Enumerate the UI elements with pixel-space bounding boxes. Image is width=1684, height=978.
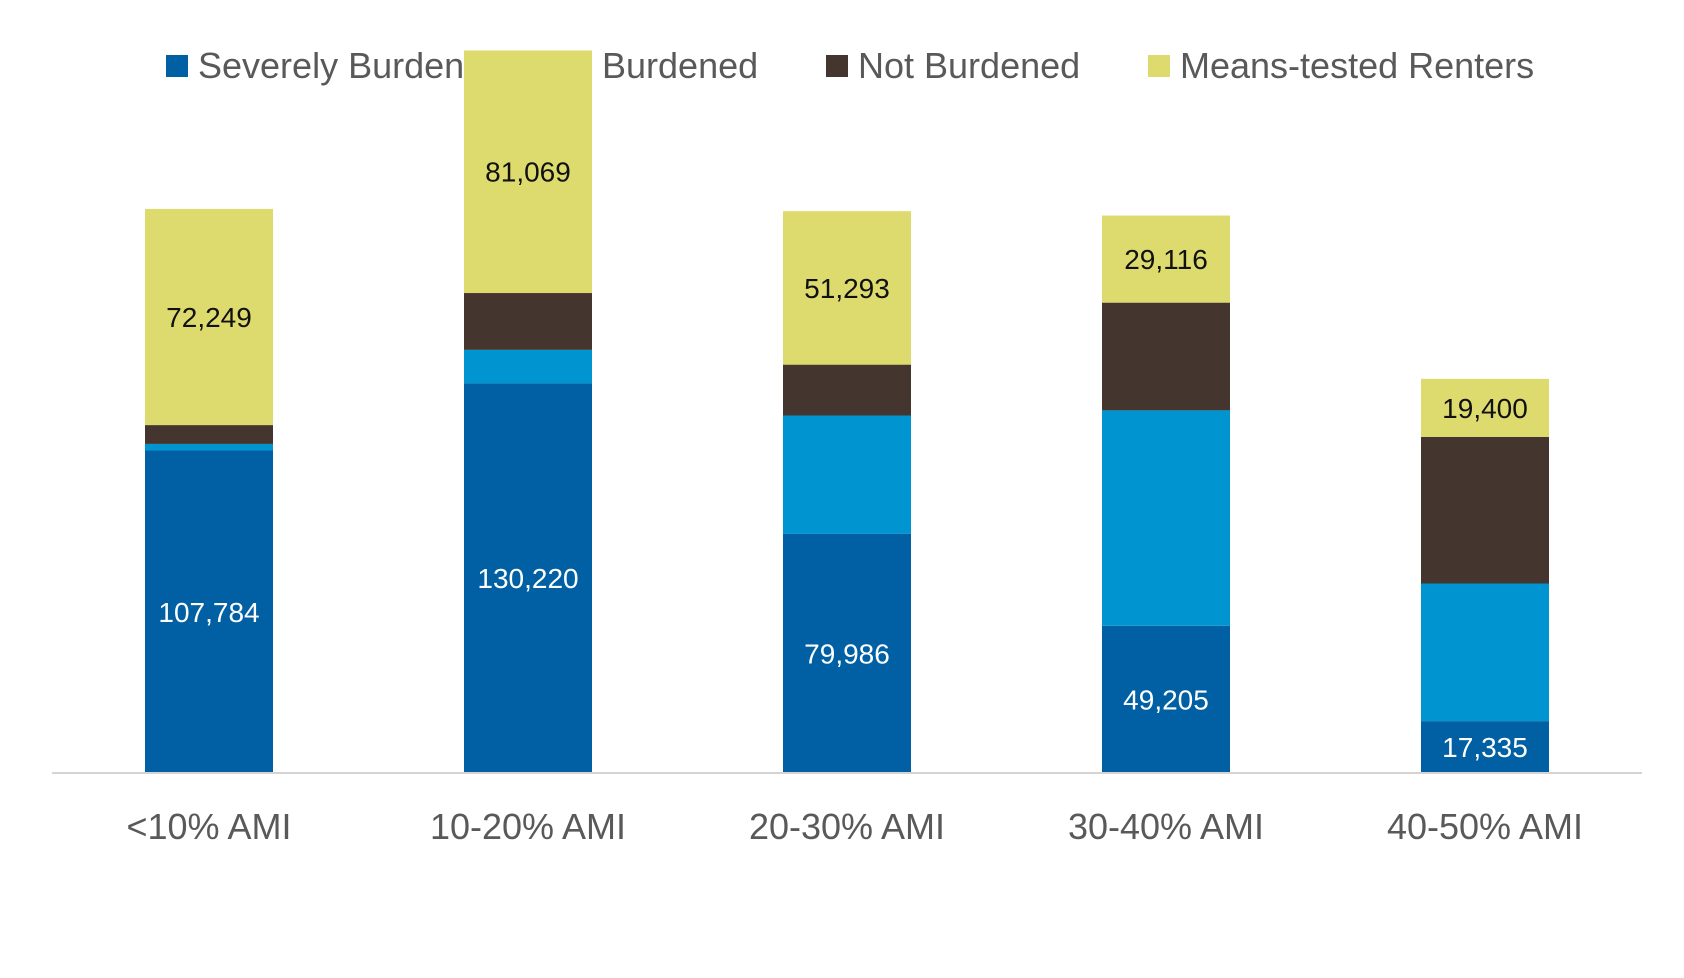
bar-segment <box>145 425 273 444</box>
x-tick-label: <10% AMI <box>126 806 291 847</box>
bar-segment <box>1102 302 1230 411</box>
bar-segment <box>464 349 592 384</box>
bar-segment <box>145 450 273 773</box>
bar-segment <box>1421 378 1549 437</box>
data-label: 72,249 <box>166 302 252 333</box>
bar-segment <box>783 415 911 534</box>
bar-segment <box>783 533 911 773</box>
data-labels: 107,784 72,249 130,220 81,069 79,986 51,293 49… <box>158 157 1527 763</box>
bar-segment <box>1421 436 1549 584</box>
bar-segment <box>464 293 592 350</box>
legend-swatch <box>1148 55 1170 77</box>
legend-swatch <box>826 55 848 77</box>
data-label: 79,986 <box>804 638 890 669</box>
data-label: 51,293 <box>804 273 890 304</box>
x-tick-label: 30-40% AMI <box>1068 806 1264 847</box>
legend-item: Means-tested Renters <box>1148 45 1534 86</box>
x-tick-label: 10-20% AMI <box>430 806 626 847</box>
bar-segment <box>1102 625 1230 773</box>
data-label: 107,784 <box>158 597 259 628</box>
bar-segment <box>1102 215 1230 303</box>
bar-segment <box>145 208 273 426</box>
bars <box>145 50 1549 773</box>
data-label: 19,400 <box>1442 393 1528 424</box>
bar-segment <box>464 50 592 294</box>
data-label: 17,335 <box>1442 732 1528 763</box>
bar-segment <box>1421 583 1549 722</box>
x-tick-label: 20-30% AMI <box>749 806 945 847</box>
legend-label: Severely Burdened <box>198 45 504 86</box>
legend-item: Not Burdened <box>826 45 1080 86</box>
bar-segment <box>1102 410 1230 626</box>
data-label: 49,205 <box>1123 684 1209 715</box>
bar-segment <box>783 364 911 416</box>
bar-segment <box>783 211 911 365</box>
legend-label: Not Burdened <box>858 45 1080 86</box>
bar-segment <box>464 383 592 773</box>
legend-label: Burdened <box>602 45 758 86</box>
data-label: 130,220 <box>477 563 578 594</box>
legend-swatch <box>166 55 188 77</box>
bar-segment <box>1421 721 1549 773</box>
bar-segment <box>145 443 273 451</box>
x-tick-label: 40-50% AMI <box>1387 806 1583 847</box>
legend-label: Means-tested Renters <box>1180 45 1534 86</box>
data-label: 29,116 <box>1124 244 1208 275</box>
legend-item: Severely Burdened <box>166 45 504 86</box>
x-axis-tick-labels: <10% AMI 10-20% AMI 20-30% AMI 30-40% AMI 40… <box>126 806 1583 847</box>
legend: Severely Burdened Burdened Not Burdened Mea… <box>166 45 1534 86</box>
data-label: 81,069 <box>485 157 571 188</box>
legend-item: Burdened <box>570 45 758 86</box>
